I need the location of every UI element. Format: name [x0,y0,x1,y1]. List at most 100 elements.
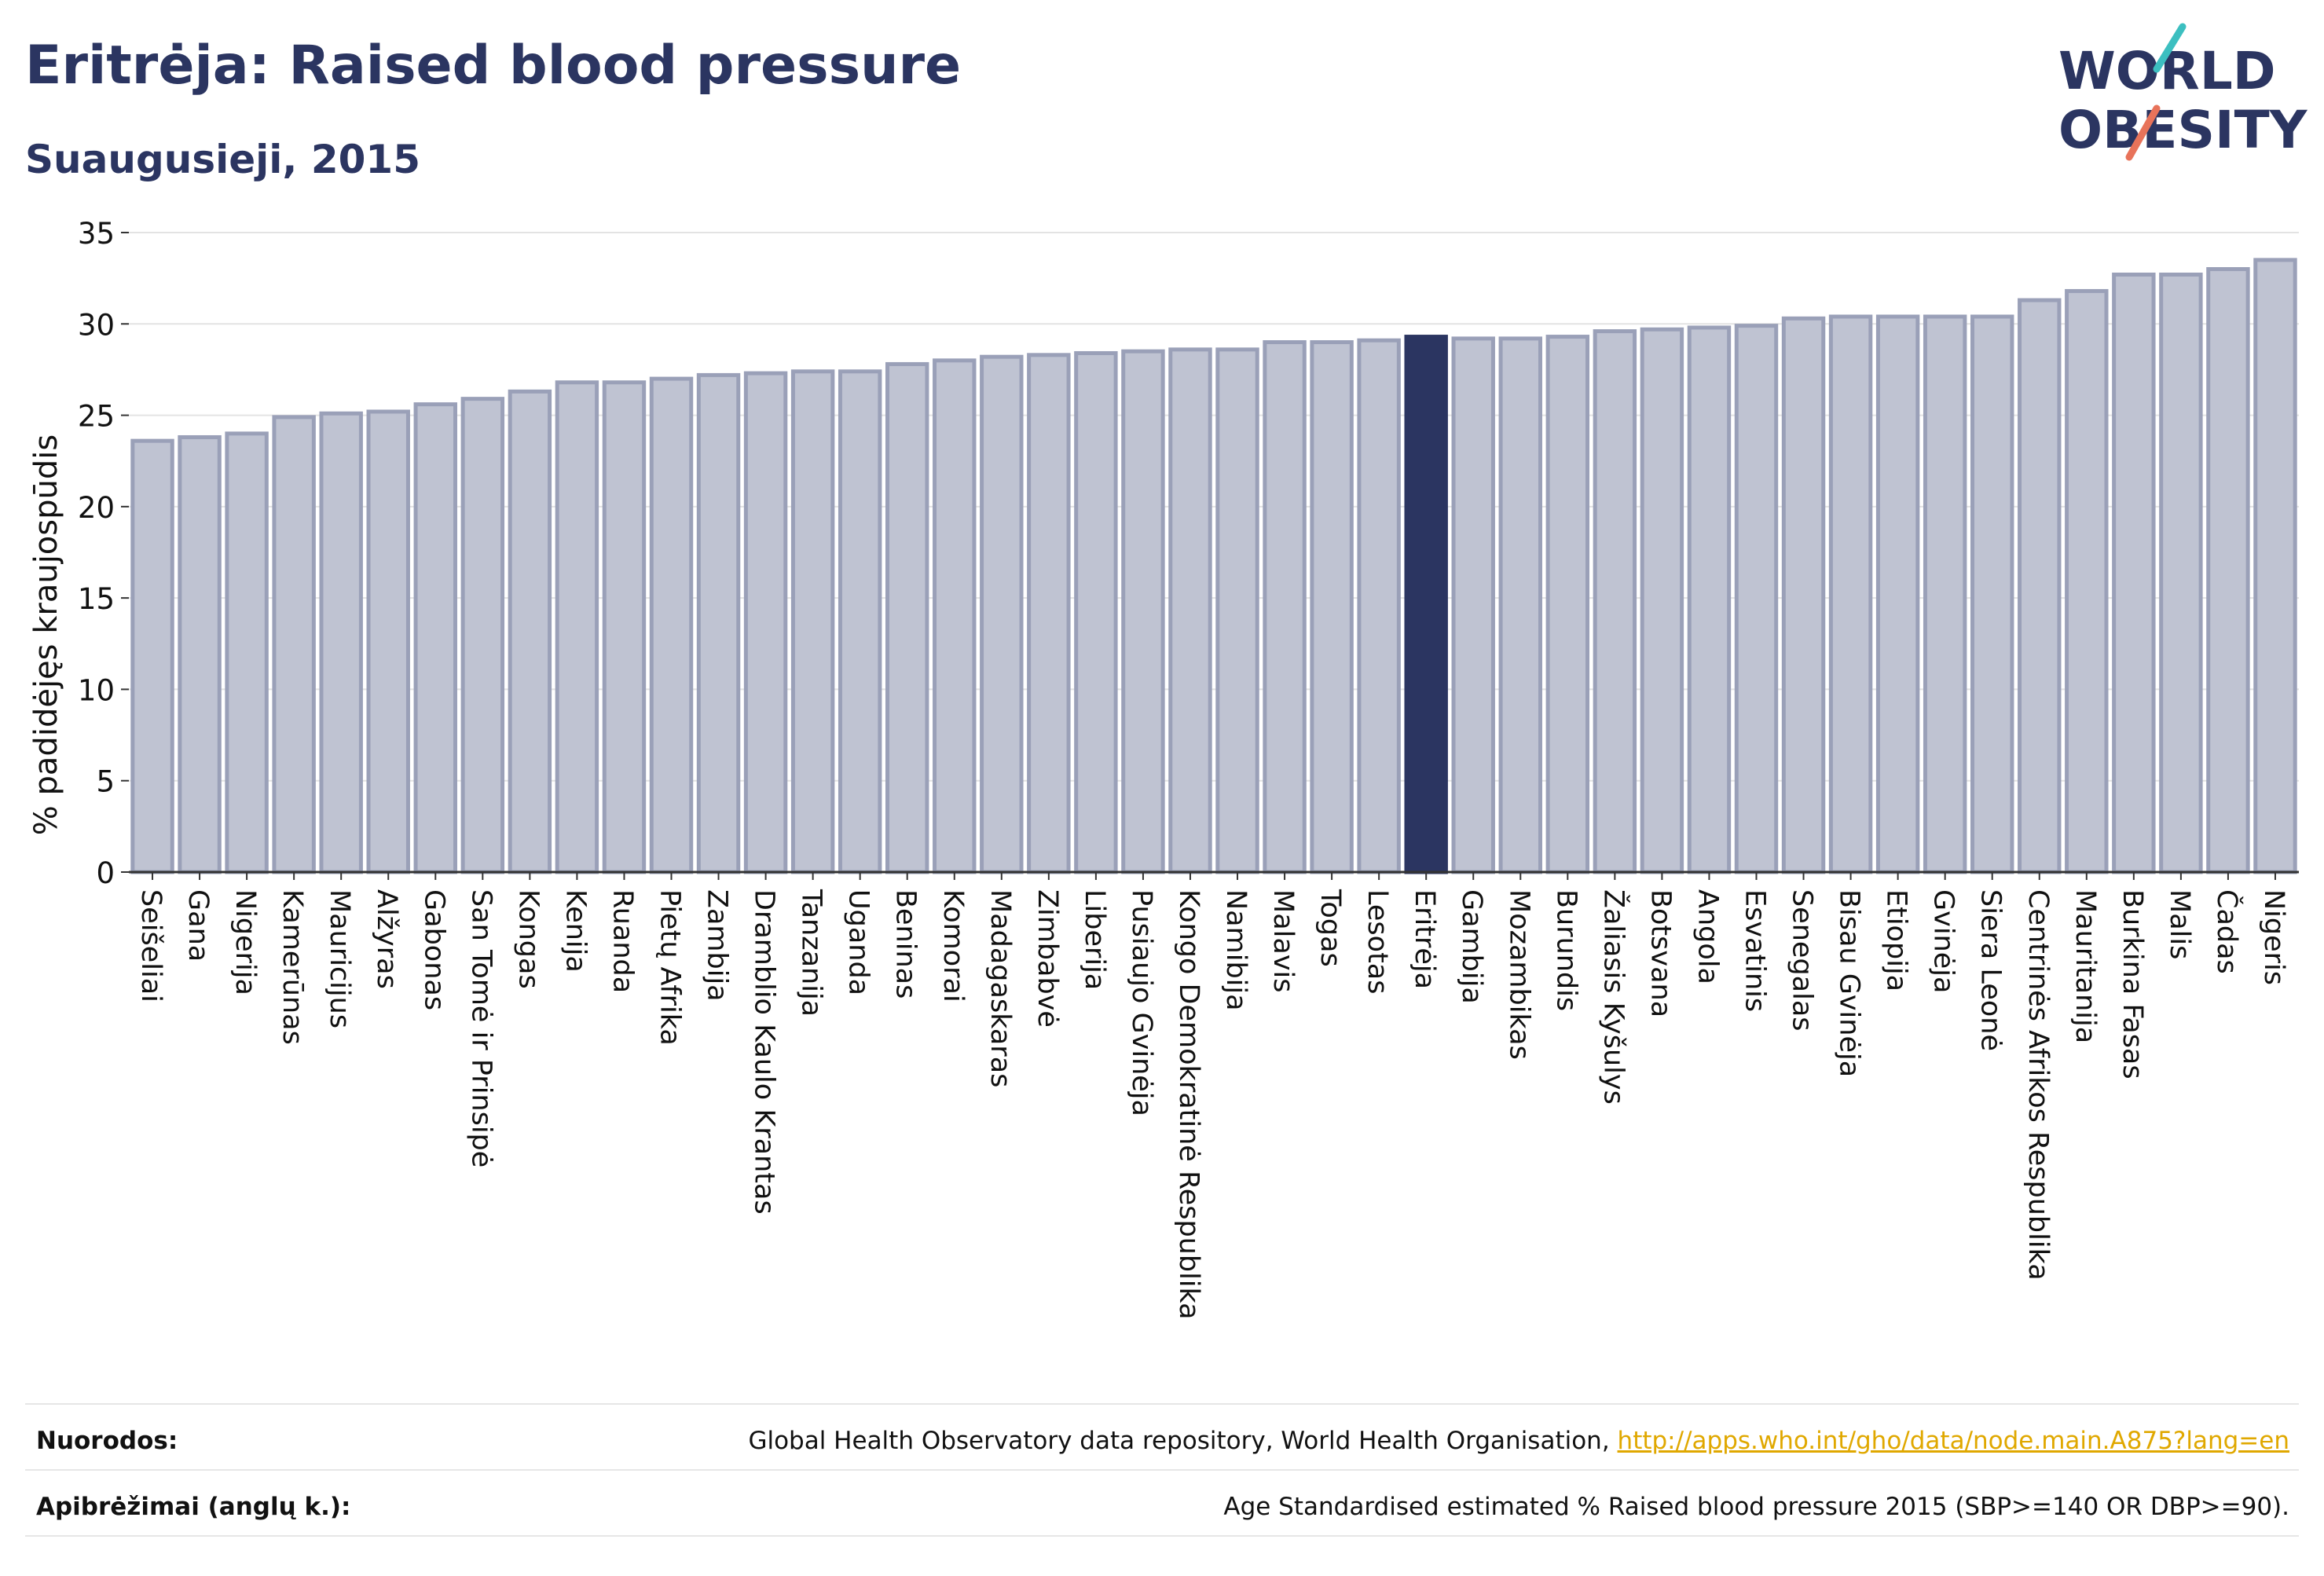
sources-text: Global Health Observatory data repositor… [748,1427,2289,1455]
bar [790,369,835,874]
x-tick-label: Lesotas [1362,889,1393,994]
sources-link[interactable]: http://apps.who.int/gho/data/node.main.A… [1617,1427,2289,1455]
bar [1027,353,1071,874]
x-tick-label: Komorai [937,889,969,1002]
footer-divider-middle [25,1469,2299,1471]
bar [1074,350,1118,874]
bar [1215,347,1259,874]
bar-highlighted [1404,335,1448,874]
bar [225,431,269,874]
x-tick-label: Liberija [1079,889,1110,990]
logo-slash-top [2153,23,2187,73]
bar [838,369,882,874]
bar [1545,335,1590,874]
bar [696,372,741,874]
bar [2159,272,2203,874]
bar [1640,327,1684,874]
bar [2253,258,2297,874]
x-tick-label: Madagaskaras [984,889,1016,1087]
x-tick-label: Gabonas [418,889,449,1010]
x-tick-label: Eritrėja [1409,889,1440,989]
x-tick-label: Angola [1692,889,1723,984]
x-tick-label: Ruanda [607,889,638,993]
y-tick-label: 20 [78,491,115,525]
bar [1923,314,1967,874]
x-tick-label: Siera Leonė [1975,889,2007,1051]
definitions-text: Age Standardised estimated % Raised bloo… [1223,1493,2289,1521]
sources-description: Global Health Observatory data repositor… [748,1427,1618,1455]
x-tick-label: Beninas [890,889,922,999]
x-tick-label: Dramblio Kaulo Krantas [749,889,780,1215]
x-tick-label: Gvinėja [1928,889,1959,993]
x-tick-label: Malis [2164,889,2195,959]
bar [1263,340,1307,874]
x-tick-label: Togas [1314,889,1346,967]
x-tick-label: San Tomė ir Prinsipė [465,889,497,1167]
bar [1593,329,1637,874]
y-tick-label: 15 [78,582,115,616]
x-tick-label: Bisau Gvinėja [1834,889,1865,1077]
bar [1121,349,1165,874]
definitions-label: Apibrėžimai (anglų k.): [36,1493,351,1521]
x-tick-label: Uganda [843,889,874,995]
x-tick-label: Zambija [702,889,733,1002]
chart-subtitle: Suaugusieji, 2015 [25,137,420,182]
x-tick-label: Gambija [1456,889,1487,1004]
bar [1168,347,1212,874]
y-tick-label: 0 [96,856,115,890]
x-tick-label: Čadas [2211,889,2244,974]
bar [602,380,647,874]
bar [508,389,552,874]
bar [2206,267,2250,874]
world-obesity-logo: WORLD OBESITY [2058,23,2308,161]
axis-layer: 0 5 10 15 20 25 30 35 Seišeliai Gana Nigerija Kamer… [78,217,2299,1320]
x-tick-label: Botsvana [1644,889,1676,1017]
bar [1451,336,1495,874]
bar [2018,298,2062,874]
x-tick-label: Gana [182,889,214,962]
bar [1687,325,1732,874]
bar [2112,272,2156,874]
x-tick-label: Pusiaujo Gvinėja [1126,889,1157,1116]
x-tick-label: Mauricijus [324,889,355,1028]
bar [1781,316,1826,874]
x-tick-label: Esvatinis [1739,889,1771,1012]
y-tick-label: 5 [96,765,115,799]
x-tick-label: Centrinės Afrikos Respublika [2022,889,2054,1281]
bar [743,371,788,874]
bar [555,380,599,874]
x-tick-label: Mozambikas [1503,889,1534,1060]
bar [1828,314,1873,874]
x-tick-label: Žaliasis Kyšulys [1597,889,1630,1105]
y-tick-label: 35 [78,217,115,251]
bar [980,354,1024,874]
x-tick-label: Burundis [1550,889,1582,1011]
x-tick-label: Namibija [1220,889,1252,1011]
bar [885,361,929,874]
x-tick-label: Senegalas [1787,889,1818,1032]
footer-divider-bottom [25,1535,2299,1537]
y-tick-label: 30 [78,308,115,342]
bar [460,397,505,874]
bar [1875,314,1920,874]
sources-label: Nuorodos: [36,1427,178,1455]
bar [178,434,222,874]
x-tick-label: Kenija [559,889,591,973]
x-tick-label: Kongo Demokratinė Respublika [1173,889,1204,1320]
x-tick-label: Zimbabvė [1032,889,1063,1028]
y-axis-label: % padidėjęs kraujospūdis [28,434,64,835]
bar [649,376,694,874]
bar [1498,336,1543,874]
x-tick-label: Tanzanija [796,889,827,1017]
bar [130,438,174,874]
x-tick-label: Kamerūnas [277,889,308,1045]
x-tick-label: Etiopija [1881,889,1912,991]
logo-line2: OBESITY [2058,100,2308,160]
bar [272,415,316,874]
bar [2065,288,2109,874]
logo-slash-bottom [2125,104,2161,161]
bar [933,358,977,874]
x-tick-label: Seišeliai [135,889,167,1002]
x-tick-label: Burkina Fasas [2117,889,2148,1079]
bar [1734,324,1779,874]
